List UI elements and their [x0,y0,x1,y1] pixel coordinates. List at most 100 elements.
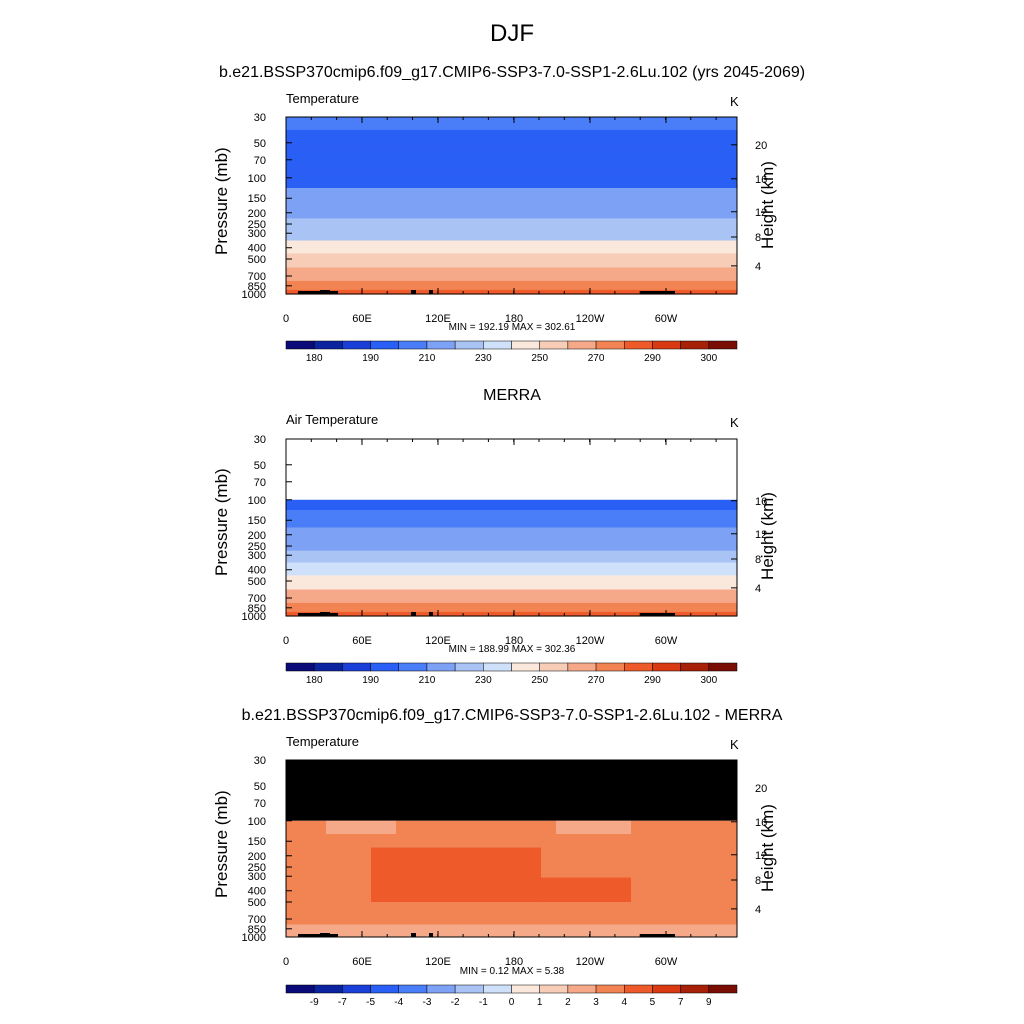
panel-2-colorbar-label: 230 [475,675,492,686]
panel-2-colorbar-swatch [483,662,512,672]
panel-2-colorbar-label: 250 [531,675,548,686]
panel-3-y-tick-label: 70 [254,798,266,810]
panel-2-x-tick-label: 60W [655,635,678,647]
panel-3-colorbar-swatch [511,984,540,994]
panel-3-colorbar-label: 9 [706,997,712,1008]
panel-2-colorbar-swatch [680,662,710,672]
panel-3-colorbar-label: 0 [509,997,515,1008]
panel-1-topography-mask [640,291,675,294]
panel-2-colorbar-swatch [370,662,399,672]
panel-3-y-tick-label: 300 [248,871,266,883]
panel-1-variable-label: Temperature [286,91,359,106]
panel-2-colorbar-label: 290 [644,675,661,686]
panel-3-colorbar-label: 2 [565,997,571,1008]
panel-1-colorbar-label: 180 [306,353,323,364]
panel-2-plot-frame [285,438,738,617]
panel-3-y-tick-label: 200 [248,851,266,863]
panel-3-x-tick-label: 180 [505,956,523,968]
panel-3-colorbar-label: 7 [678,997,684,1008]
panel-2-colorbar-label: 180 [306,675,323,686]
panel-2-colorbar-swatch [624,662,653,672]
panel-2-y-tick-label: 200 [248,530,266,542]
panel-3-colorbar-swatch [370,984,399,994]
panel-1-level-band [286,253,737,269]
panel-3-x-tick-label: 120W [576,956,605,968]
panel-3-topography-mask [411,933,416,937]
figure-title: DJF [490,20,534,47]
panel-2-y-tick-label: 1000 [242,611,266,623]
panel-1-colorbar-swatch [624,340,653,350]
panel-1-y-tick-label: 500 [248,254,266,266]
panel-2-y-tick-label: 70 [254,477,266,489]
panel-3-y-tick-label: 850 [248,924,266,936]
panel-2-colorbar-swatch [285,662,315,672]
panel-3-colorbar-swatch [595,984,625,994]
panel-1-level-band [286,228,737,242]
panel-2-level-band [286,589,737,604]
panel-1-y-tick-label: 250 [248,219,266,231]
panel-1-colorbar-swatch [313,340,343,350]
panel-3-units-label: K [730,737,739,752]
panel-3-colorbar-label: -7 [338,997,347,1008]
panel-1-level-band [286,218,737,230]
panel-1-x-tick-label: 180 [505,313,523,325]
panel-1-level-band [286,188,737,207]
panel-3-colorbar-label: 4 [621,997,627,1008]
panel-1-y-tick-label: 700 [248,271,266,283]
panel-3-variable-label: Temperature [286,734,359,749]
panel-2-y-tick-label: 500 [248,576,266,588]
panel-3-contour-field [286,760,737,937]
panel-2-colorbar-label: 270 [588,675,605,686]
panel-2-colorbar-label: 190 [362,675,379,686]
panel-2-x-tick-label: 180 [505,635,523,647]
panel-2-topography-mask [298,613,338,616]
panel-3-colorbar-swatch [342,984,371,994]
panel-1-y-tick-label: 100 [248,173,266,185]
panel-1-colorbar-swatch [511,340,540,350]
panel-3-colorbar-label: -2 [451,997,460,1008]
panel-2-y-tick-label: 850 [248,603,266,615]
panel-2-colorbar-swatch [313,662,343,672]
panel-2-level-band [286,562,737,576]
panel-3-y-tick-label: 100 [248,816,266,828]
panel-2-x-tick-label: 60E [352,635,372,647]
panel-2-colorbar-label: 300 [700,675,717,686]
panel-1-level-band [286,129,737,152]
panel-2-colorbar-swatch [426,662,456,672]
panel-2-colorbar-swatch [595,662,625,672]
panel-3-diff-cool-region [286,924,737,937]
panel-1-y-right-tick-label: 16 [755,174,767,186]
panel-3-colorbar-swatch [426,984,456,994]
panel-1-topography-mask [411,290,416,294]
panel-1-colorbar-swatch [370,340,399,350]
panel-2-title: MERRA [483,387,541,404]
panel-1-y-right-tick-label: 12 [755,207,767,219]
panel-3-diff-cool-region [326,820,396,835]
panel-2-colorbar-swatch [652,662,681,672]
panel-1-colorbar-swatch [567,340,597,350]
panel-1-colorbar-label: 210 [419,353,436,364]
panel-1-colorbar-swatch [342,340,371,350]
panel-2-level-band [286,611,737,617]
panel-3-y-tick-label: 1000 [242,932,266,944]
panel-3-colorbar-swatch [398,984,428,994]
panel-2-level-band [286,550,737,564]
panel-1-x-tick-label: 0 [283,313,289,325]
panel-3-title: b.e21.BSSP370cmip6.f09_g17.CMIP6-SSP3-7.… [241,707,783,724]
panel-3-colorbar-label: 1 [537,997,543,1008]
panel-2-y-right-tick-label: 4 [755,583,761,595]
panel-2-colorbar-swatch [567,662,597,672]
panel-2-x-tick-label: 120E [425,635,451,647]
panel-2-y-tick-label: 300 [248,550,266,562]
panel-2-colorbar-swatch [539,662,569,672]
panel-2-topography-mask [429,612,433,616]
panel-3-topography-mask [298,934,338,937]
panel-2-x-tick-label: 120W [576,635,605,647]
panel-1-colorbar-label: 190 [362,353,379,364]
panel-1-topography-mask [320,290,330,294]
panel-1-y-tick-label: 850 [248,281,266,293]
panel-2-topography-mask [640,613,675,616]
panel-3-diff-warm-region [371,847,541,903]
panel-3-colorbar-swatch [624,984,653,994]
panel-1-colorbar-label: 270 [588,353,605,364]
